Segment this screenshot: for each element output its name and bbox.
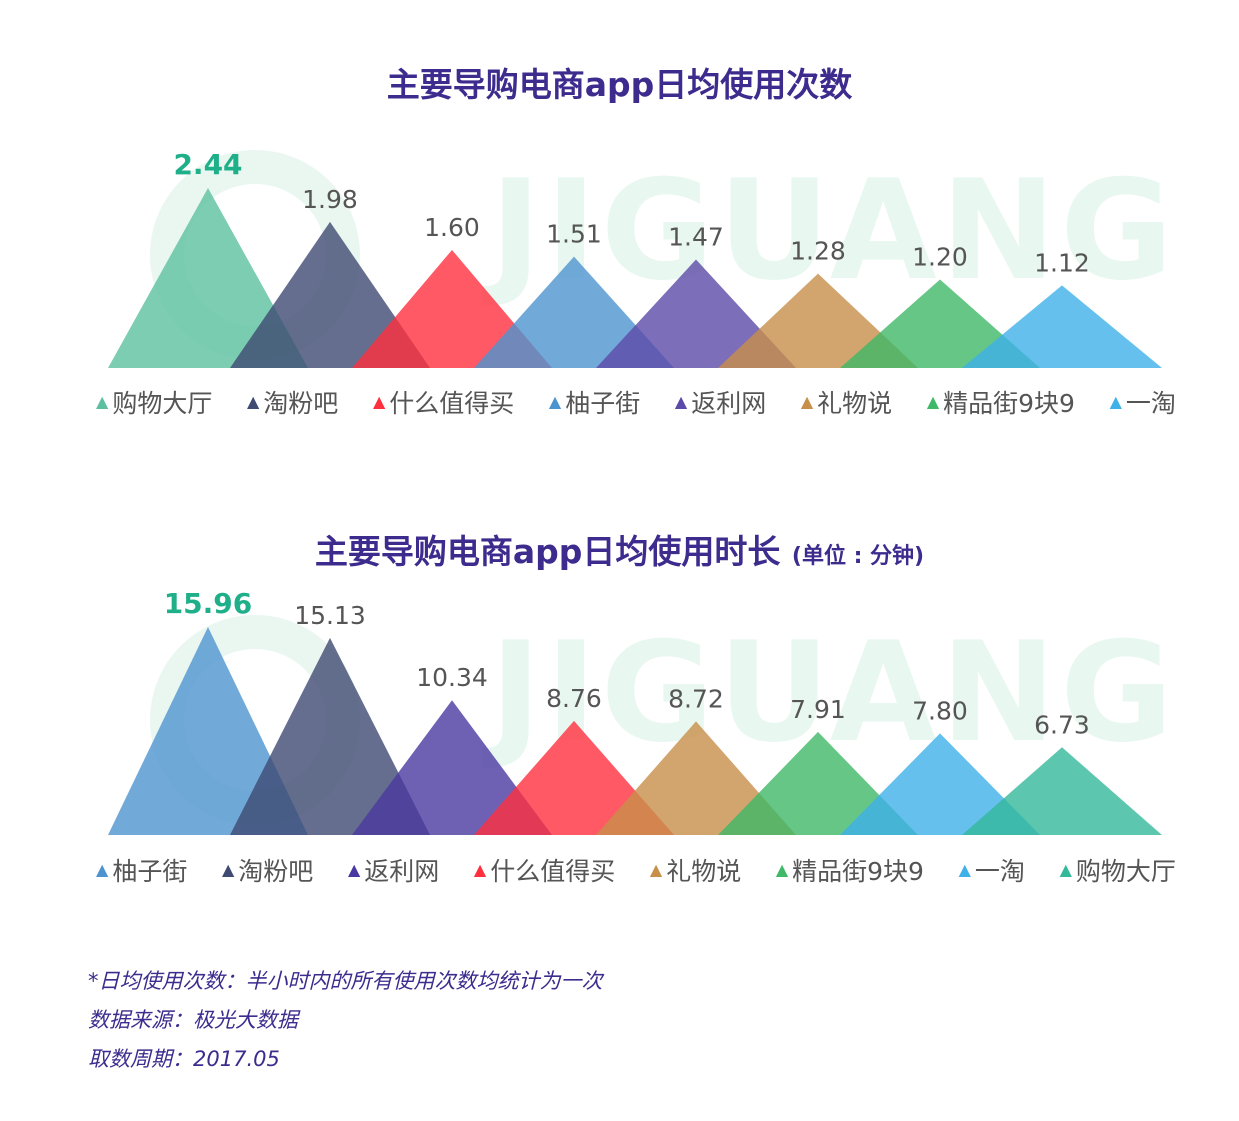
legend-item: ▲ 一淘 — [959, 852, 1025, 888]
chart-title-text: 主要导购电商app日均使用时长 — [314, 532, 781, 571]
triangle-mark-8 — [962, 285, 1162, 368]
triangle-marker-icon: ▲ — [246, 392, 260, 411]
footnote-source: 数据来源：极光大数据 — [88, 1008, 298, 1032]
legend-label: 礼物说 — [817, 389, 893, 418]
data-label-2: 15.13 — [294, 601, 366, 630]
triangle-marker-icon: ▲ — [958, 860, 971, 879]
chart-title-text: 主要导购电商app日均使用次数 — [386, 65, 853, 104]
triangle-marker-icon: ▲ — [800, 392, 814, 411]
chart-marks: 15.96 15.13 10.34 8.76 8.72 7.91 7.80 6.73 — [108, 587, 1162, 835]
legend-label: 淘粉吧 — [238, 857, 314, 886]
chart-title-usage-count: 主要导购电商app日均使用次数 — [0, 58, 1239, 106]
data-label-5: 8.72 — [668, 684, 724, 713]
triangle-marker-icon: ▲ — [674, 392, 688, 411]
triangle-marker-icon: ▲ — [926, 392, 940, 411]
data-label-2: 1.98 — [302, 185, 358, 214]
chart-usage-duration: 15.96 15.13 10.34 8.76 8.72 7.91 7.80 6.73 — [108, 587, 1162, 835]
legend-item: ▲ 柚子街 — [96, 852, 187, 888]
triangle-marker-icon: ▲ — [1059, 860, 1072, 879]
legend-item: ▲ 淘粉吧 — [247, 384, 338, 420]
legend-label: 返利网 — [691, 389, 767, 418]
triangle-marker-icon: ▲ — [96, 392, 109, 411]
data-label-7: 7.80 — [912, 696, 968, 725]
legend-label: 柚子街 — [112, 857, 188, 886]
triangle-mark-2 — [230, 637, 430, 835]
legend-item: ▲ 购物大厅 — [1060, 852, 1176, 888]
triangle-marker-icon: ▲ — [473, 860, 487, 879]
triangle-marker-icon: ▲ — [1109, 392, 1122, 411]
legend-label: 淘粉吧 — [263, 389, 339, 418]
triangle-mark-7 — [840, 733, 1040, 835]
legend-label: 一淘 — [974, 857, 1025, 886]
data-label-1: 2.44 — [173, 148, 242, 181]
legend-item: ▲ 返利网 — [675, 384, 766, 420]
data-label-3: 1.60 — [424, 213, 480, 242]
triangle-marker-icon: ▲ — [649, 860, 663, 879]
footnote-period: 取数周期：2017.05 — [88, 1047, 280, 1071]
data-label-7: 1.20 — [912, 242, 968, 271]
legend-item: ▲ 礼物说 — [650, 852, 741, 888]
triangle-marker-icon: ▲ — [548, 392, 562, 411]
triangle-mark-8 — [962, 747, 1162, 835]
chart-unit: (单位 : 分钟) — [791, 544, 925, 569]
legend-item: ▲ 一淘 — [1110, 384, 1176, 420]
triangle-mark-2 — [230, 221, 430, 368]
legend-item: ▲ 什么值得买 — [474, 852, 615, 888]
chart-title-usage-duration: 主要导购电商app日均使用时长 (单位 : 分钟) — [0, 525, 1239, 573]
legend-label: 什么值得买 — [389, 389, 515, 418]
legend-item: ▲ 精品街9块9 — [927, 384, 1075, 420]
legend-label: 什么值得买 — [490, 857, 616, 886]
triangle-mark-1 — [108, 188, 308, 368]
legend-label: 购物大厅 — [1075, 857, 1176, 886]
legend-label: 柚子街 — [565, 389, 641, 418]
legend-label: 精品街9块9 — [943, 389, 1075, 418]
legend-usage-duration: ▲ 柚子街 ▲ 淘粉吧 ▲ 返利网 ▲ 什么值得买 ▲ 礼物说 ▲ 精品街9块9 ▲ 一淘 ▲ 购物大厅 — [96, 850, 1176, 890]
data-label-3: 10.34 — [416, 663, 488, 692]
chart-usage-count: 2.44 1.98 1.60 1.51 1.47 1.28 1.20 1.12 — [108, 148, 1162, 368]
triangle-mark-5 — [596, 259, 796, 368]
legend-item: ▲ 精品街9块9 — [776, 852, 924, 888]
data-label-6: 7.91 — [790, 695, 846, 724]
legend-item: ▲ 购物大厅 — [96, 384, 212, 420]
legend-item: ▲ 返利网 — [348, 852, 439, 888]
legend-item: ▲ 淘粉吧 — [222, 852, 313, 888]
data-label-1: 15.96 — [164, 587, 253, 620]
legend-label: 一淘 — [1125, 389, 1176, 418]
legend-usage-count: ▲ 购物大厅 ▲ 淘粉吧 ▲ 什么值得买 ▲ 柚子街 ▲ 返利网 ▲ 礼物说 ▲ 精品街9块9 ▲ 一淘 — [96, 382, 1176, 422]
footnote-definition: *日均使用次数：半小时内的所有使用次数均统计为一次 — [88, 969, 603, 993]
chart-marks: 2.44 1.98 1.60 1.51 1.47 1.28 1.20 1.12 — [108, 148, 1162, 368]
legend-item: ▲ 柚子街 — [549, 384, 640, 420]
data-label-8: 6.73 — [1034, 710, 1090, 739]
legend-item: ▲ 礼物说 — [801, 384, 892, 420]
data-label-4: 1.51 — [546, 220, 602, 249]
data-label-8: 1.12 — [1034, 248, 1090, 277]
data-label-5: 1.47 — [668, 223, 724, 252]
data-label-4: 8.76 — [546, 684, 602, 713]
legend-label: 购物大厅 — [112, 389, 213, 418]
data-label-6: 1.28 — [790, 237, 846, 266]
legend-label: 精品街9块9 — [792, 857, 924, 886]
legend-item: ▲ 什么值得买 — [373, 384, 514, 420]
legend-label: 礼物说 — [666, 857, 742, 886]
triangle-marker-icon: ▲ — [775, 860, 789, 879]
triangle-marker-icon: ▲ — [347, 860, 361, 879]
legend-label: 返利网 — [364, 857, 440, 886]
triangle-marker-icon: ▲ — [96, 860, 109, 879]
triangle-mark-3 — [352, 700, 552, 835]
triangle-marker-icon: ▲ — [221, 860, 235, 879]
triangle-marker-icon: ▲ — [372, 392, 386, 411]
footnotes: *日均使用次数：半小时内的所有使用次数均统计为一次 数据来源：极光大数据 取数周… — [88, 962, 603, 1079]
